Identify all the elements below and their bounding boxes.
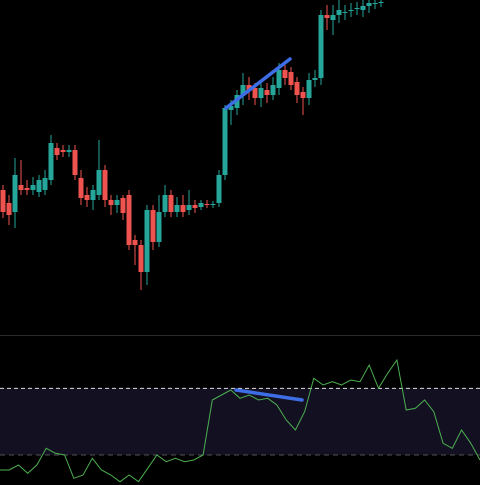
candle-body (264, 90, 270, 95)
candle-body (90, 190, 96, 200)
candle-body (324, 15, 330, 18)
candle-body (354, 8, 360, 9)
candle-body (348, 10, 354, 11)
candle-body (228, 106, 234, 110)
candle-body (210, 204, 216, 205)
candle-body (156, 212, 162, 242)
candle-body (24, 188, 30, 190)
candle-body (42, 178, 48, 190)
candle-body (132, 240, 138, 245)
candle-body (318, 15, 324, 78)
candle-body (300, 92, 306, 98)
candle-body (60, 150, 66, 152)
candle-body (0, 190, 6, 212)
trend-line (224, 57, 292, 110)
candle-body (312, 78, 318, 80)
candle-body (360, 6, 366, 10)
candle-body (84, 195, 90, 200)
candle-body (240, 85, 246, 95)
candle-body (306, 80, 312, 98)
candle-body (258, 88, 264, 98)
candle-body (330, 15, 336, 20)
candle-body (174, 205, 180, 212)
candle-body (66, 150, 72, 152)
candle-body (276, 70, 282, 88)
candle-body (78, 178, 84, 198)
candle-body (138, 245, 144, 272)
candle-body (270, 85, 276, 95)
candle-body (6, 203, 12, 215)
candle-body (216, 175, 222, 203)
candle-body (198, 203, 204, 207)
candle-body (180, 205, 186, 212)
candle-body (18, 185, 24, 190)
candle-body (204, 204, 210, 205)
rsi-line (0, 358, 480, 483)
candle-body (288, 72, 294, 85)
candle-body (126, 195, 132, 245)
candle-body (72, 150, 78, 175)
candle-body (108, 200, 114, 205)
candle-body (30, 185, 36, 190)
candle-body (162, 195, 168, 212)
candle-body (294, 82, 300, 95)
candle-body (366, 3, 372, 6)
candle-body (342, 12, 348, 13)
candle-body (252, 88, 258, 98)
candle-body (114, 200, 120, 205)
candle-body (36, 180, 42, 192)
candle-body (222, 108, 228, 175)
candle-body (186, 205, 192, 210)
candle-body (120, 198, 126, 213)
candle-body (372, 3, 378, 4)
rsi-band (0, 388, 480, 455)
candle-body (54, 148, 60, 155)
candle-body (246, 85, 252, 90)
candle-body (48, 143, 54, 180)
trend-line (234, 388, 304, 402)
candle-body (282, 70, 288, 78)
candle-body (168, 195, 174, 212)
candle-body (96, 170, 102, 195)
candle-body (102, 170, 108, 200)
candle-body (12, 175, 18, 212)
candle-body (192, 205, 198, 208)
candle-body (336, 10, 342, 15)
candle-body (150, 210, 156, 242)
candle-body (378, 2, 384, 3)
candle-body (144, 210, 150, 272)
